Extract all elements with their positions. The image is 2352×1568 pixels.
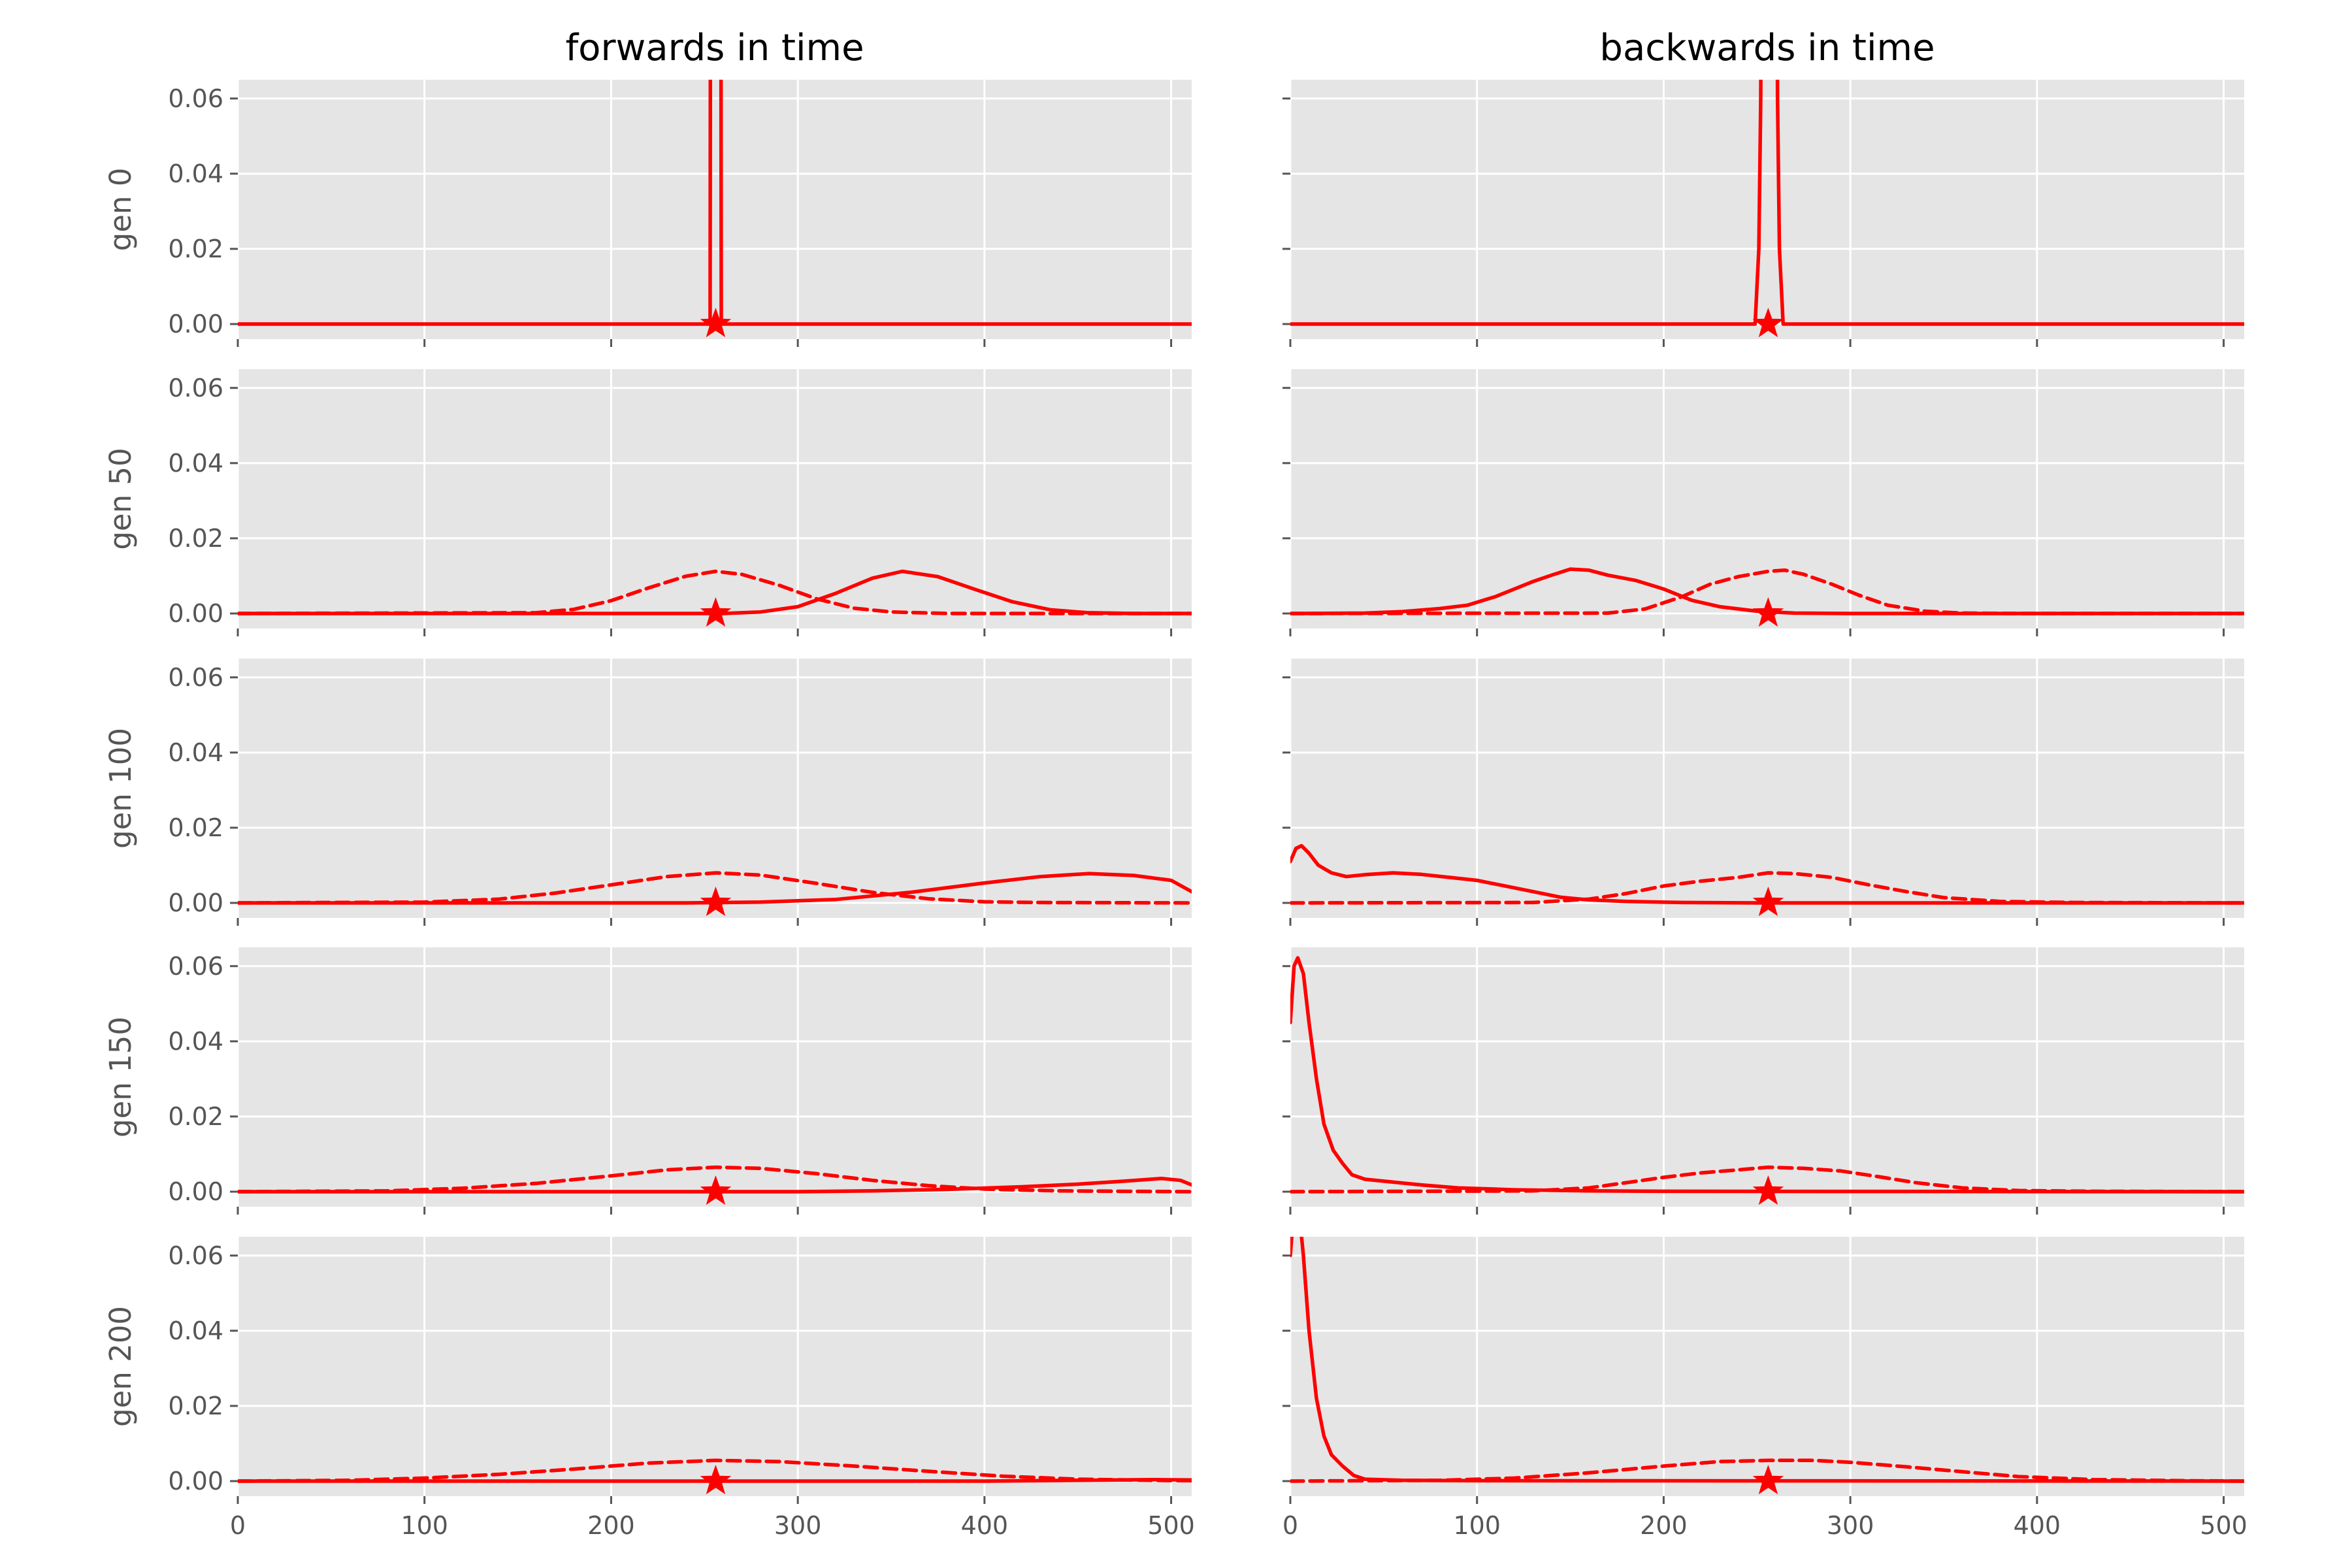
series-group <box>1290 80 2244 326</box>
star-marker <box>700 597 732 627</box>
x-tick-label: 100 <box>400 1511 448 1540</box>
star-marker <box>700 1465 732 1495</box>
y-tick-label: 0.06 <box>168 84 223 113</box>
panel-0-0: 0.00 0.02 0.04 0.06 gen 0 <box>103 80 1192 347</box>
star-marker <box>700 308 732 338</box>
x-tick-label: 100 <box>1453 1511 1501 1540</box>
panel-background <box>1290 80 2244 339</box>
panel-1-1 <box>1282 369 2244 636</box>
x-tick-label: 500 <box>2200 1511 2247 1540</box>
y-tick-label: 0.04 <box>168 1027 223 1056</box>
row-label: gen 100 <box>103 728 138 849</box>
x-tick-label: 400 <box>961 1511 1009 1540</box>
panel-0-1 <box>1282 80 2244 347</box>
solid-series-line <box>238 80 1192 326</box>
y-tick-label: 0.04 <box>168 1316 223 1345</box>
dashed-series-line <box>238 569 1192 615</box>
panel-background <box>1290 1237 2244 1496</box>
panel-2-0: 0.00 0.02 0.04 0.06 gen 100 <box>103 659 1192 926</box>
y-tick-label: 0.04 <box>168 159 223 188</box>
y-tick-label: 0.02 <box>168 813 223 842</box>
solid-series-line <box>238 569 1192 615</box>
series-group <box>238 569 1192 615</box>
dashed-series-line <box>1290 568 2244 615</box>
dashed-series-line <box>238 871 1192 905</box>
dashed-series-line <box>1290 871 2244 905</box>
row-label: gen 0 <box>103 168 138 252</box>
solid-series-line <box>238 1177 1192 1194</box>
series-group <box>1290 1237 2244 1483</box>
y-tick-label: 0.06 <box>168 374 223 402</box>
y-tick-label: 0.00 <box>168 599 223 628</box>
solid-series-line <box>1290 843 2244 905</box>
y-tick-label: 0.02 <box>168 1102 223 1131</box>
x-tick-label: 200 <box>587 1511 635 1540</box>
panel-background <box>238 947 1192 1207</box>
x-tick-label: 0 <box>1282 1511 1298 1540</box>
x-tick-label: 200 <box>1640 1511 1688 1540</box>
panel-1-0: 0.00 0.02 0.04 0.06 gen 50 <box>103 369 1192 636</box>
panel-4-1: 0 100 200 300 400 500 <box>1282 1237 2247 1540</box>
star-marker <box>1752 1465 1784 1495</box>
series-group <box>238 871 1192 905</box>
star-marker <box>1752 1175 1784 1205</box>
dashed-series-line <box>1290 1458 2244 1483</box>
y-tick-label: 0.04 <box>168 449 223 478</box>
panel-4-0: 0.00 0.02 0.04 0.06 0 100 200 300 400 500 gen 200 <box>103 1237 1195 1540</box>
star-marker <box>700 887 732 917</box>
y-tick-label: 0.00 <box>168 1177 223 1206</box>
star-marker <box>1752 597 1784 627</box>
panel-background <box>238 369 1192 629</box>
x-tick-label: 500 <box>1147 1511 1195 1540</box>
series-group <box>1290 567 2244 615</box>
y-tick-label: 0.06 <box>168 952 223 981</box>
series-group <box>238 1458 1192 1483</box>
y-tick-label: 0.02 <box>168 1392 223 1420</box>
x-tick-label: 400 <box>2014 1511 2061 1540</box>
y-tick-label: 0.06 <box>168 1241 223 1270</box>
row-label: gen 50 <box>103 448 138 549</box>
series-group <box>238 80 1192 326</box>
panel-background <box>1290 659 2244 918</box>
panel-background <box>238 1237 1192 1496</box>
solid-series-line <box>1290 80 2244 326</box>
panel-background <box>238 659 1192 918</box>
panel-background <box>1290 947 2244 1207</box>
row-label: gen 150 <box>103 1017 138 1137</box>
column-title-forwards: forwards in time <box>565 27 864 69</box>
panel-3-0: 0.00 0.02 0.04 0.06 gen 150 <box>103 947 1192 1215</box>
series-group <box>1290 843 2244 905</box>
dashed-series-line <box>1290 1165 2244 1194</box>
y-tick-label: 0.06 <box>168 663 223 692</box>
row-label: gen 200 <box>103 1306 138 1427</box>
column-title-backwards: backwards in time <box>1599 27 1935 69</box>
y-tick-label: 0.00 <box>168 889 223 917</box>
x-tick-label: 300 <box>774 1511 822 1540</box>
solid-series-line <box>238 1477 1192 1483</box>
x-tick-label: 0 <box>230 1511 246 1540</box>
x-tick-label: 300 <box>1827 1511 1874 1540</box>
series-group <box>1290 956 2244 1194</box>
y-tick-label: 0.00 <box>168 1467 223 1495</box>
star-marker <box>1752 308 1784 338</box>
star-marker <box>1752 887 1784 917</box>
panel-background <box>1290 369 2244 629</box>
series-group <box>238 1165 1192 1194</box>
star-marker <box>700 1175 732 1205</box>
panel-background <box>238 80 1192 339</box>
y-tick-label: 0.02 <box>168 235 223 263</box>
y-tick-label: 0.04 <box>168 738 223 767</box>
panels-grid: 0.00 0.02 0.04 0.06 gen 0 0.00 0.02 0.04 0.06 gen… <box>103 80 2247 1540</box>
y-tick-label: 0.02 <box>168 524 223 553</box>
solid-series-line <box>238 872 1192 905</box>
panel-3-1 <box>1282 947 2244 1215</box>
y-tick-label: 0.00 <box>168 310 223 338</box>
solid-series-line <box>1290 567 2244 615</box>
panel-2-1 <box>1282 659 2244 926</box>
